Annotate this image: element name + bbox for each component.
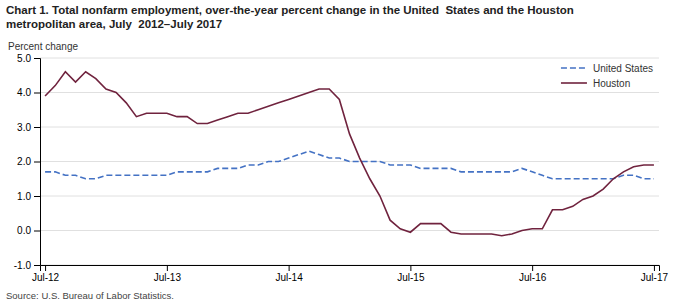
y-axis: -1.0 0.0 1.0 2.0 3.0 4.0 5.0 [14,53,41,271]
x-tick-mark [289,265,290,271]
y-tick: 1.0 [17,191,40,202]
grid-line [40,230,659,231]
grid-line [40,58,659,59]
y-tick-mark [34,58,40,59]
y-tick-label: 4.0 [17,87,31,98]
series-line [45,72,654,236]
x-tick-label: Jul-12 [32,272,60,283]
x-tick: Jul-14 [275,265,303,283]
legend-swatch [561,67,587,69]
y-tick: 0.0 [17,225,40,236]
y-tick-mark [34,231,40,232]
y-tick-label: -1.0 [14,260,32,271]
chart-container: Chart 1. Total nonfarm employment, over-… [0,0,673,303]
y-tick: -1.0 [14,260,40,271]
legend-label: United States [593,63,653,74]
y-tick: 4.0 [17,87,40,98]
x-axis-line [41,266,660,272]
y-tick-label: 3.0 [17,122,31,133]
grid-line [40,92,659,93]
plot: -1.0 0.0 1.0 2.0 3.0 4.0 5.0 Jul-12 Jul-13 Jul-14… [14,53,669,283]
x-tick: Jul-13 [154,265,182,283]
grid-line [40,127,659,128]
title-line: metropolitan area, July 2012–July 2017 [6,18,222,30]
source-note: Source: U.S. Bureau of Labor Statistics. [6,290,174,301]
x-tick: Jul-17 [641,265,669,283]
x-tick: Jul-15 [397,265,425,283]
x-tick-label: Jul-16 [519,272,547,283]
legend-item: United States [561,63,653,74]
chart-svg: Chart 1. Total nonfarm employment, over-… [0,0,673,303]
y-axis-line [34,59,41,266]
series-line [45,151,654,179]
title: Chart 1. Total nonfarm employment, over-… [6,4,574,30]
x-tick-mark [532,265,533,271]
legend-swatch [561,82,587,84]
x-tick-label: Jul-15 [397,272,425,283]
x-tick-label: Jul-14 [275,272,303,283]
y-tick: 3.0 [17,122,40,133]
y-tick-label: 5.0 [17,53,31,64]
x-tick: Jul-12 [32,265,60,283]
y-tick: 5.0 [17,53,40,64]
x-tick-mark [167,265,168,271]
x-tick-label: Jul-17 [641,272,669,283]
x-tick-mark [654,265,655,271]
y-tick-mark [34,93,40,94]
legend: United States Houston [561,63,653,89]
grid [40,58,659,265]
series-lines [45,72,654,236]
x-axis: Jul-12 Jul-13 Jul-14 Jul-15 Jul-16 Jul-17 [32,265,669,283]
y-tick-label: 2.0 [17,156,31,167]
y-tick: 2.0 [17,156,40,167]
y-tick-label: 0.0 [17,225,31,236]
x-tick-label: Jul-13 [154,272,182,283]
legend-item: Houston [561,78,630,89]
grid-line [40,196,659,197]
x-tick: Jul-16 [519,265,547,283]
y-tick-mark [34,127,40,128]
y-tick-mark [34,196,40,197]
x-tick-mark [45,265,46,271]
y-axis-label: Percent change [8,41,78,52]
x-tick-mark [410,265,411,271]
y-tick-label: 1.0 [17,191,31,202]
title-line: Chart 1. Total nonfarm employment, over-… [6,4,574,16]
legend-label: Houston [593,78,630,89]
y-tick-mark [34,162,40,163]
y-tick-mark [34,265,40,266]
